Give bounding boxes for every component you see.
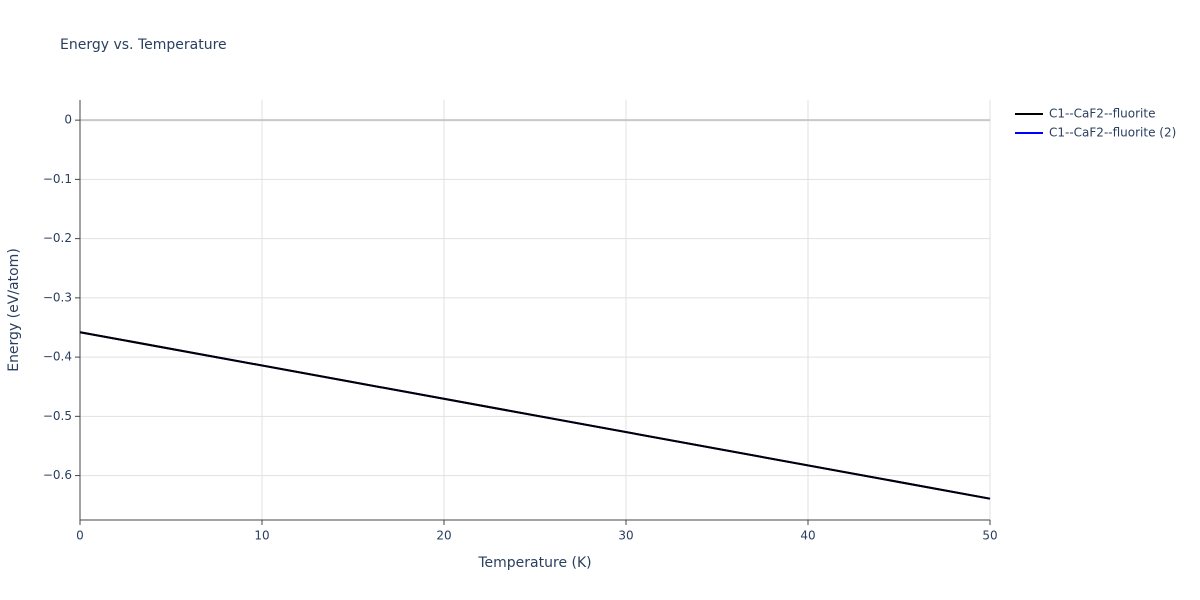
series-line <box>79 331 991 500</box>
y-tick-label: −0.3 <box>43 290 72 304</box>
y-tick-label: −0.6 <box>43 468 72 482</box>
x-tick-label: 50 <box>982 529 997 543</box>
y-tick-label: −0.1 <box>43 172 72 186</box>
x-tick-label: 0 <box>76 529 84 543</box>
x-tick-label: 30 <box>618 529 633 543</box>
y-tick-label: 0 <box>64 113 72 127</box>
y-tick-label: −0.4 <box>43 350 72 364</box>
x-tick-label: 10 <box>254 529 269 543</box>
x-axis-label: Temperature (K) <box>477 555 591 571</box>
x-tick-label: 40 <box>800 529 815 543</box>
x-tick-label: 20 <box>436 529 451 543</box>
y-tick-label: −0.2 <box>43 231 72 245</box>
legend-label: C1--CaF2--fluorite (2) <box>1049 126 1176 140</box>
legend-label: C1--CaF2--fluorite <box>1049 107 1155 121</box>
y-tick-label: −0.5 <box>43 409 72 423</box>
chart-title: Energy vs. Temperature <box>60 37 227 53</box>
y-axis-label: Energy (eV/atom) <box>6 248 22 372</box>
